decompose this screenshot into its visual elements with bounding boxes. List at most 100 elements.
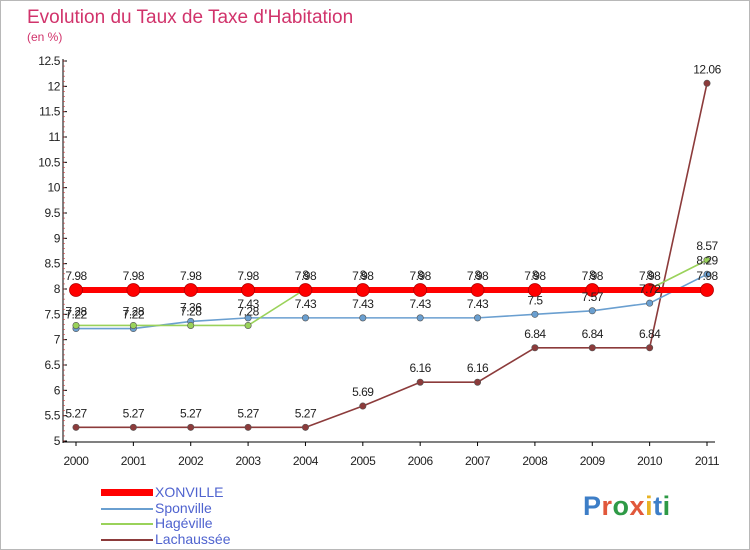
data-point: [298, 283, 313, 297]
series-points: [69, 79, 714, 431]
y-tick-label: 11: [48, 130, 60, 144]
y-tick-label: 8: [54, 282, 61, 296]
data-label: 7.98: [237, 269, 259, 283]
series-lines: [76, 83, 708, 429]
x-tick-label: 2010: [637, 454, 663, 468]
data-point: [301, 423, 309, 431]
data-label: 7.22: [65, 308, 87, 322]
data-point: [244, 314, 252, 322]
data-label: 7.43: [410, 297, 432, 311]
data-label: 7.57: [582, 290, 604, 304]
x-tick-label: 2003: [236, 454, 262, 468]
data-label: 7.43: [467, 297, 489, 311]
legend-swatch-lachaussee: [101, 538, 153, 541]
data-label: 5.27: [123, 406, 145, 420]
y-tick-label: 9.5: [45, 206, 61, 220]
data-label: 8: [302, 268, 309, 282]
data-label: 7.43: [295, 297, 317, 311]
y-tick-label: 8.5: [45, 257, 61, 271]
data-label: 7.72: [639, 282, 661, 296]
data-point: [72, 423, 80, 431]
series-labels: 5.27 5.27 5.27 5.27 5.27 5.69 6.16 6.16 6.84 6.84…: [65, 62, 722, 420]
data-label: 8: [647, 268, 654, 282]
logo-letter: t: [653, 491, 663, 521]
data-point: [642, 283, 657, 297]
logo-letter: x: [629, 491, 646, 521]
data-label: 7.28: [180, 304, 202, 318]
legend-label-sponville: Sponville: [155, 499, 212, 516]
data-point: [416, 378, 424, 386]
x-tick-label: 2002: [178, 454, 204, 468]
data-label: 5.27: [180, 406, 202, 420]
x-tick-label: 2007: [465, 454, 491, 468]
y-tick-label: 5.5: [45, 409, 61, 423]
logo-letter: i: [645, 491, 654, 521]
y-tick-label: 10: [47, 181, 60, 195]
data-point: [531, 344, 539, 352]
data-point: [355, 283, 370, 297]
chart-axes: 5 5.5 6 6.5 7 7.5 8 8.5 9 9.5 10 10.5 11 11.5 12 12.5 20…: [38, 54, 720, 468]
data-point: [588, 344, 596, 352]
data-label: 6.16: [467, 361, 489, 375]
data-label: 8: [589, 268, 596, 282]
chart-title: Evolution du Taux de Taxe d'Habitation: [27, 7, 354, 28]
data-label: 7.36: [180, 300, 202, 314]
y-tick-label: 7: [54, 333, 61, 347]
data-point: [416, 314, 424, 322]
data-label: 8.29: [696, 253, 718, 267]
data-label: 7.98: [65, 269, 87, 283]
data-label: 7.98: [639, 269, 661, 283]
data-point: [183, 283, 198, 297]
data-label: 8.57: [696, 239, 718, 253]
data-label: 5.27: [295, 406, 317, 420]
data-label: 8: [532, 268, 539, 282]
logo-letter: i: [662, 491, 671, 521]
x-tick-label: 2011: [695, 454, 720, 468]
data-label: 7.28: [123, 304, 145, 318]
data-label: 7.98: [696, 269, 718, 283]
data-label: 8: [360, 268, 367, 282]
data-label: 7.98: [295, 269, 317, 283]
data-label: 5.27: [237, 406, 259, 420]
data-label: 7.28: [65, 304, 87, 318]
legend-label-lachaussee: Lachaussée: [155, 530, 231, 547]
data-label: 7.98: [582, 269, 604, 283]
logo-letter: P: [583, 491, 602, 521]
x-tick-label: 2009: [580, 454, 606, 468]
data-point: [359, 402, 367, 410]
data-label: 7.98: [524, 269, 546, 283]
data-label: 6.84: [524, 327, 546, 341]
data-point: [129, 423, 137, 431]
data-point: [72, 321, 80, 329]
data-label: 7.28: [237, 304, 259, 318]
y-tick-label: 11.5: [39, 105, 61, 119]
data-point: [528, 283, 542, 297]
data-point: [700, 283, 714, 297]
data-label: 8: [417, 268, 424, 282]
data-point: [187, 423, 195, 431]
data-point: [474, 378, 482, 386]
data-point: [703, 256, 711, 264]
x-tick-label: 2001: [121, 454, 147, 468]
legend-label-xonville: XONVILLE: [155, 484, 224, 500]
data-point: [646, 344, 654, 352]
y-tick-label: 6.5: [45, 358, 61, 372]
data-label: 7.98: [467, 269, 489, 283]
legend-swatch-hageville: [101, 523, 153, 525]
data-label: 7.98: [123, 269, 145, 283]
data-point: [301, 314, 309, 322]
data-point: [129, 321, 137, 329]
data-point: [413, 283, 428, 297]
legend-swatch-xonville: [101, 489, 153, 496]
y-tick-label: 5: [54, 434, 61, 448]
data-label: 7.98: [410, 269, 432, 283]
logo-letter: r: [601, 491, 613, 521]
data-point: [187, 321, 195, 329]
x-tick-label: 2005: [350, 454, 376, 468]
y-tick-label: 9: [54, 231, 61, 245]
data-label: 7.98: [352, 269, 374, 283]
data-label: 8: [474, 268, 481, 282]
data-label: 7.43: [237, 297, 259, 311]
data-label: 5.69: [352, 385, 374, 399]
data-label: 12.06: [693, 62, 721, 76]
